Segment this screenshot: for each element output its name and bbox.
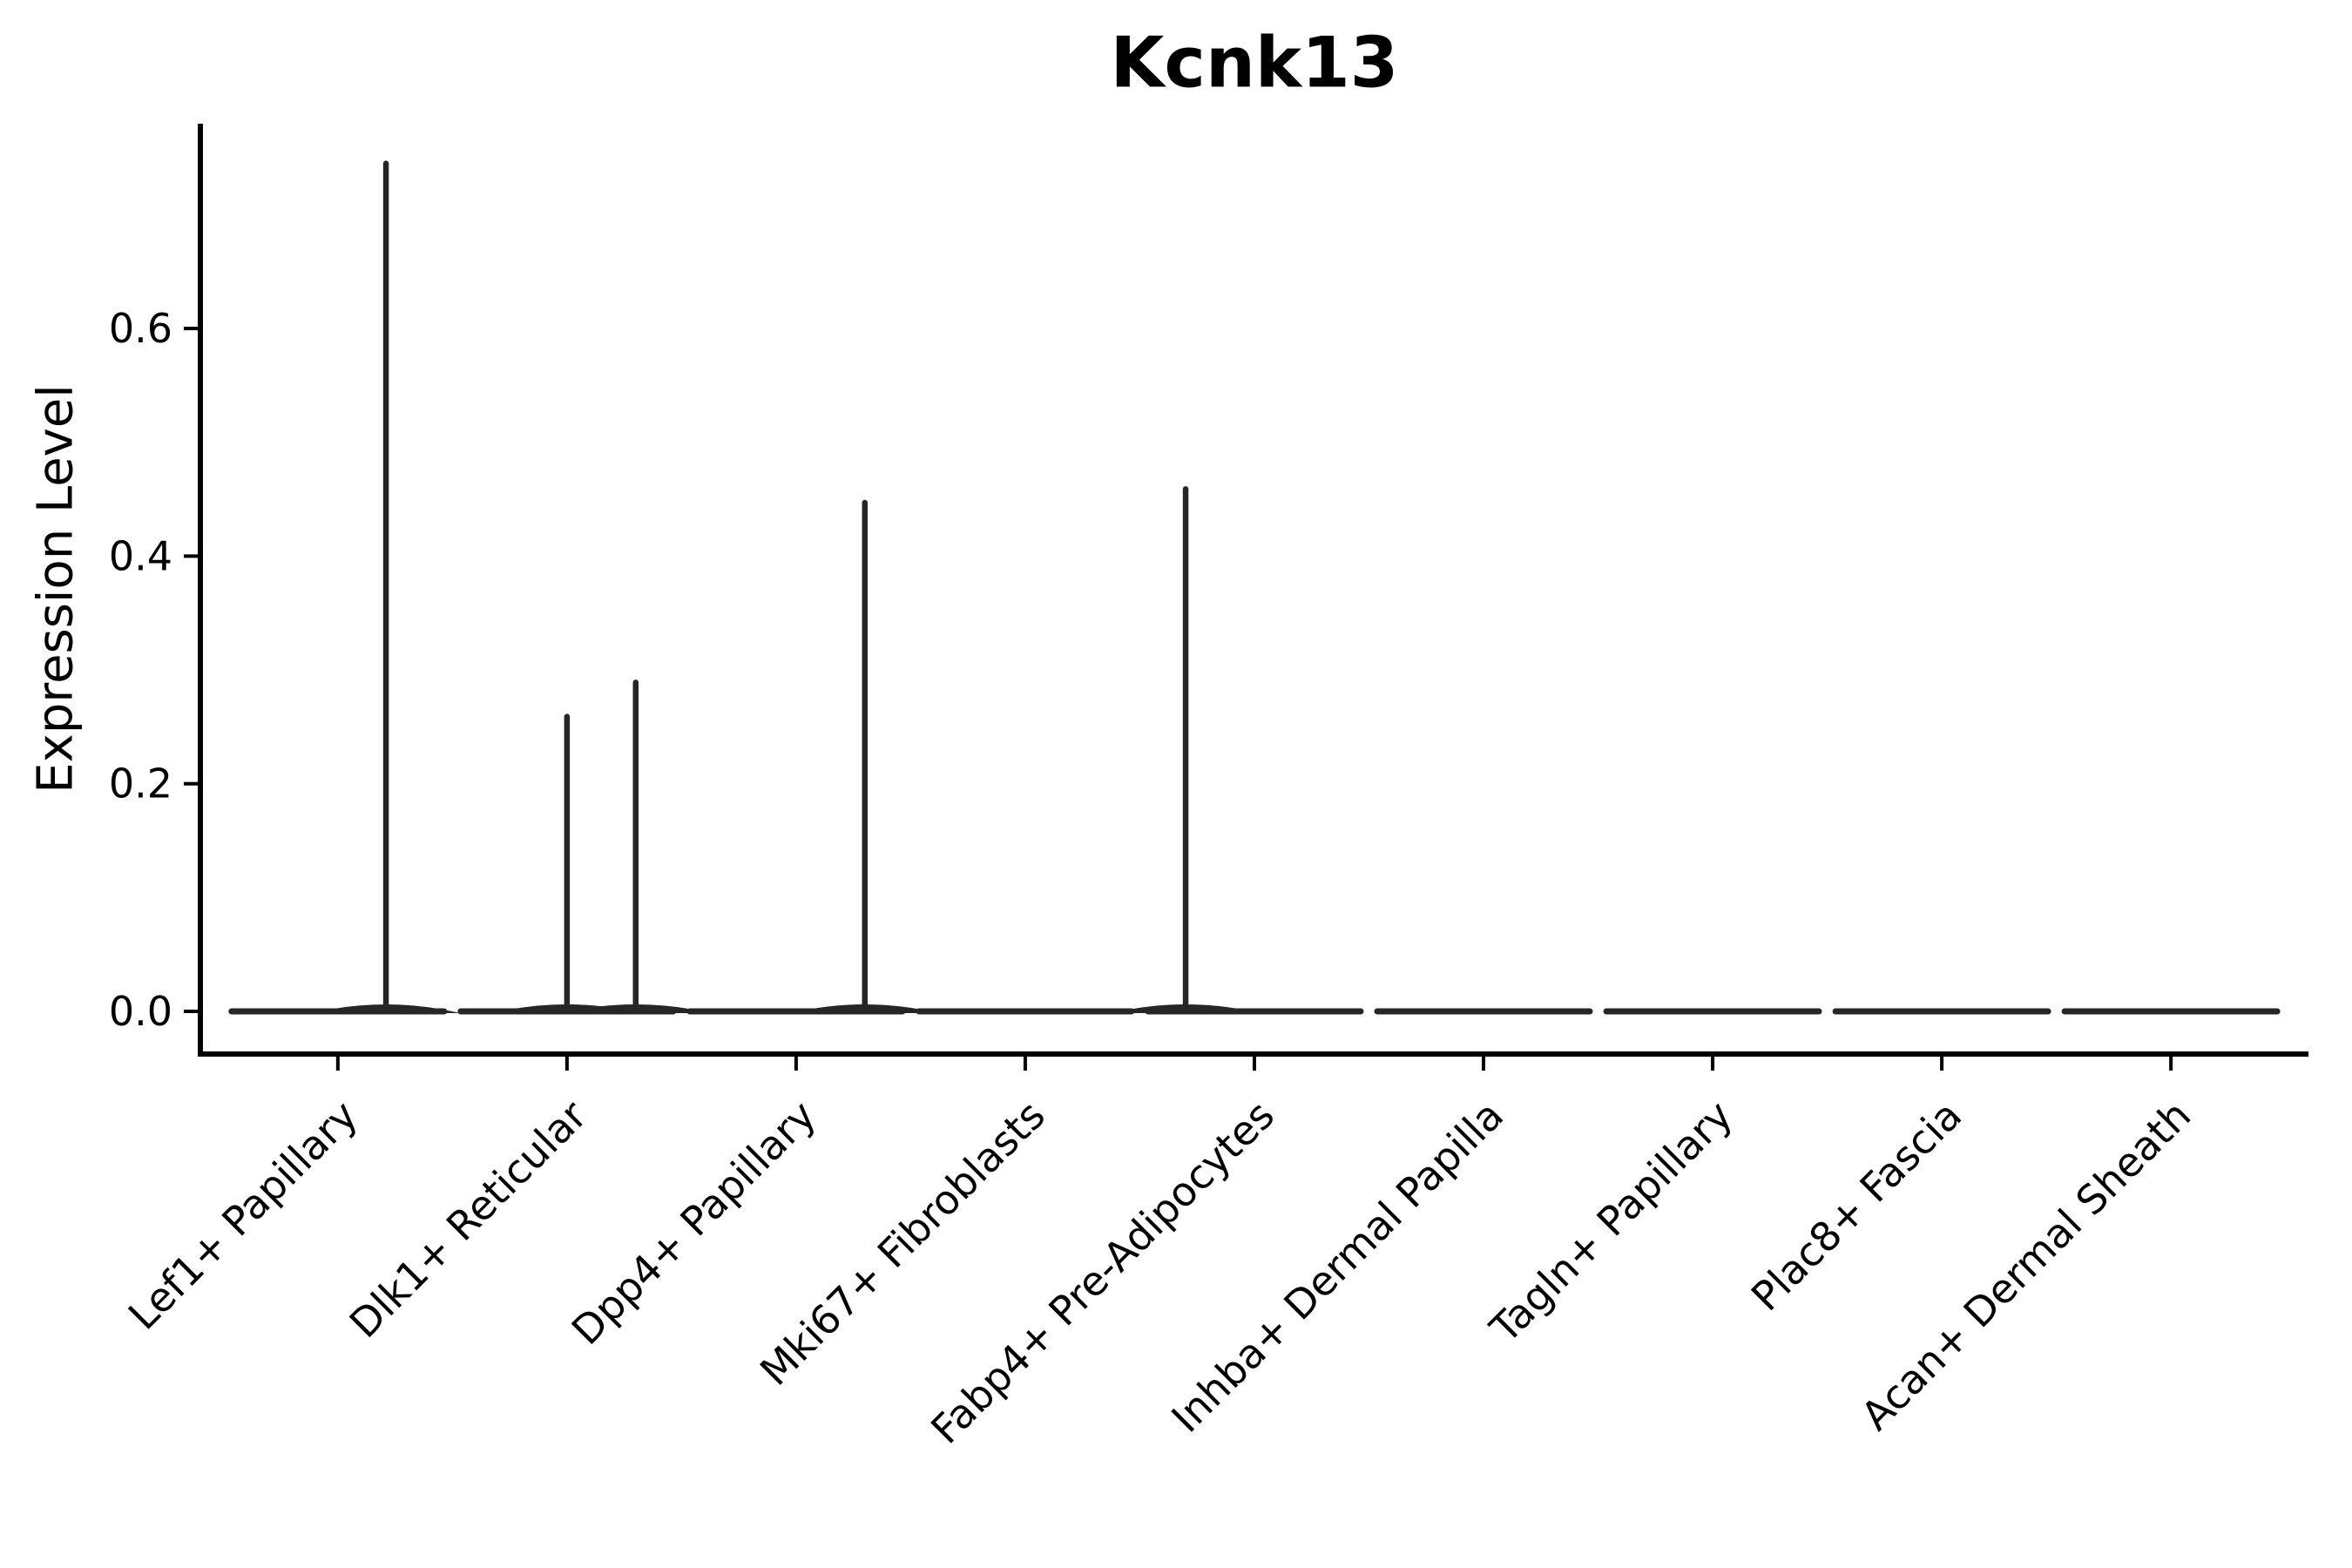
- y-tick-label: 0.0: [109, 988, 172, 1035]
- y-tick-label: 0.4: [109, 532, 172, 579]
- x-tick-label: Tagln+ Papillary: [1481, 1092, 1742, 1353]
- x-tick-label: Dpp4+ Papillary: [563, 1092, 825, 1354]
- x-tick-label: Lef1+ Papillary: [119, 1092, 367, 1339]
- x-tick-label: Dlk1+ Reticular: [341, 1092, 596, 1347]
- y-axis-label: Expression Level: [28, 384, 84, 794]
- y-tick-label: 0.2: [109, 760, 172, 808]
- y-tick-label: 0.6: [109, 305, 172, 352]
- chart-title: Kcnk13: [1111, 23, 1399, 104]
- x-tick-label: Plac8+ Fascia: [1742, 1092, 1970, 1320]
